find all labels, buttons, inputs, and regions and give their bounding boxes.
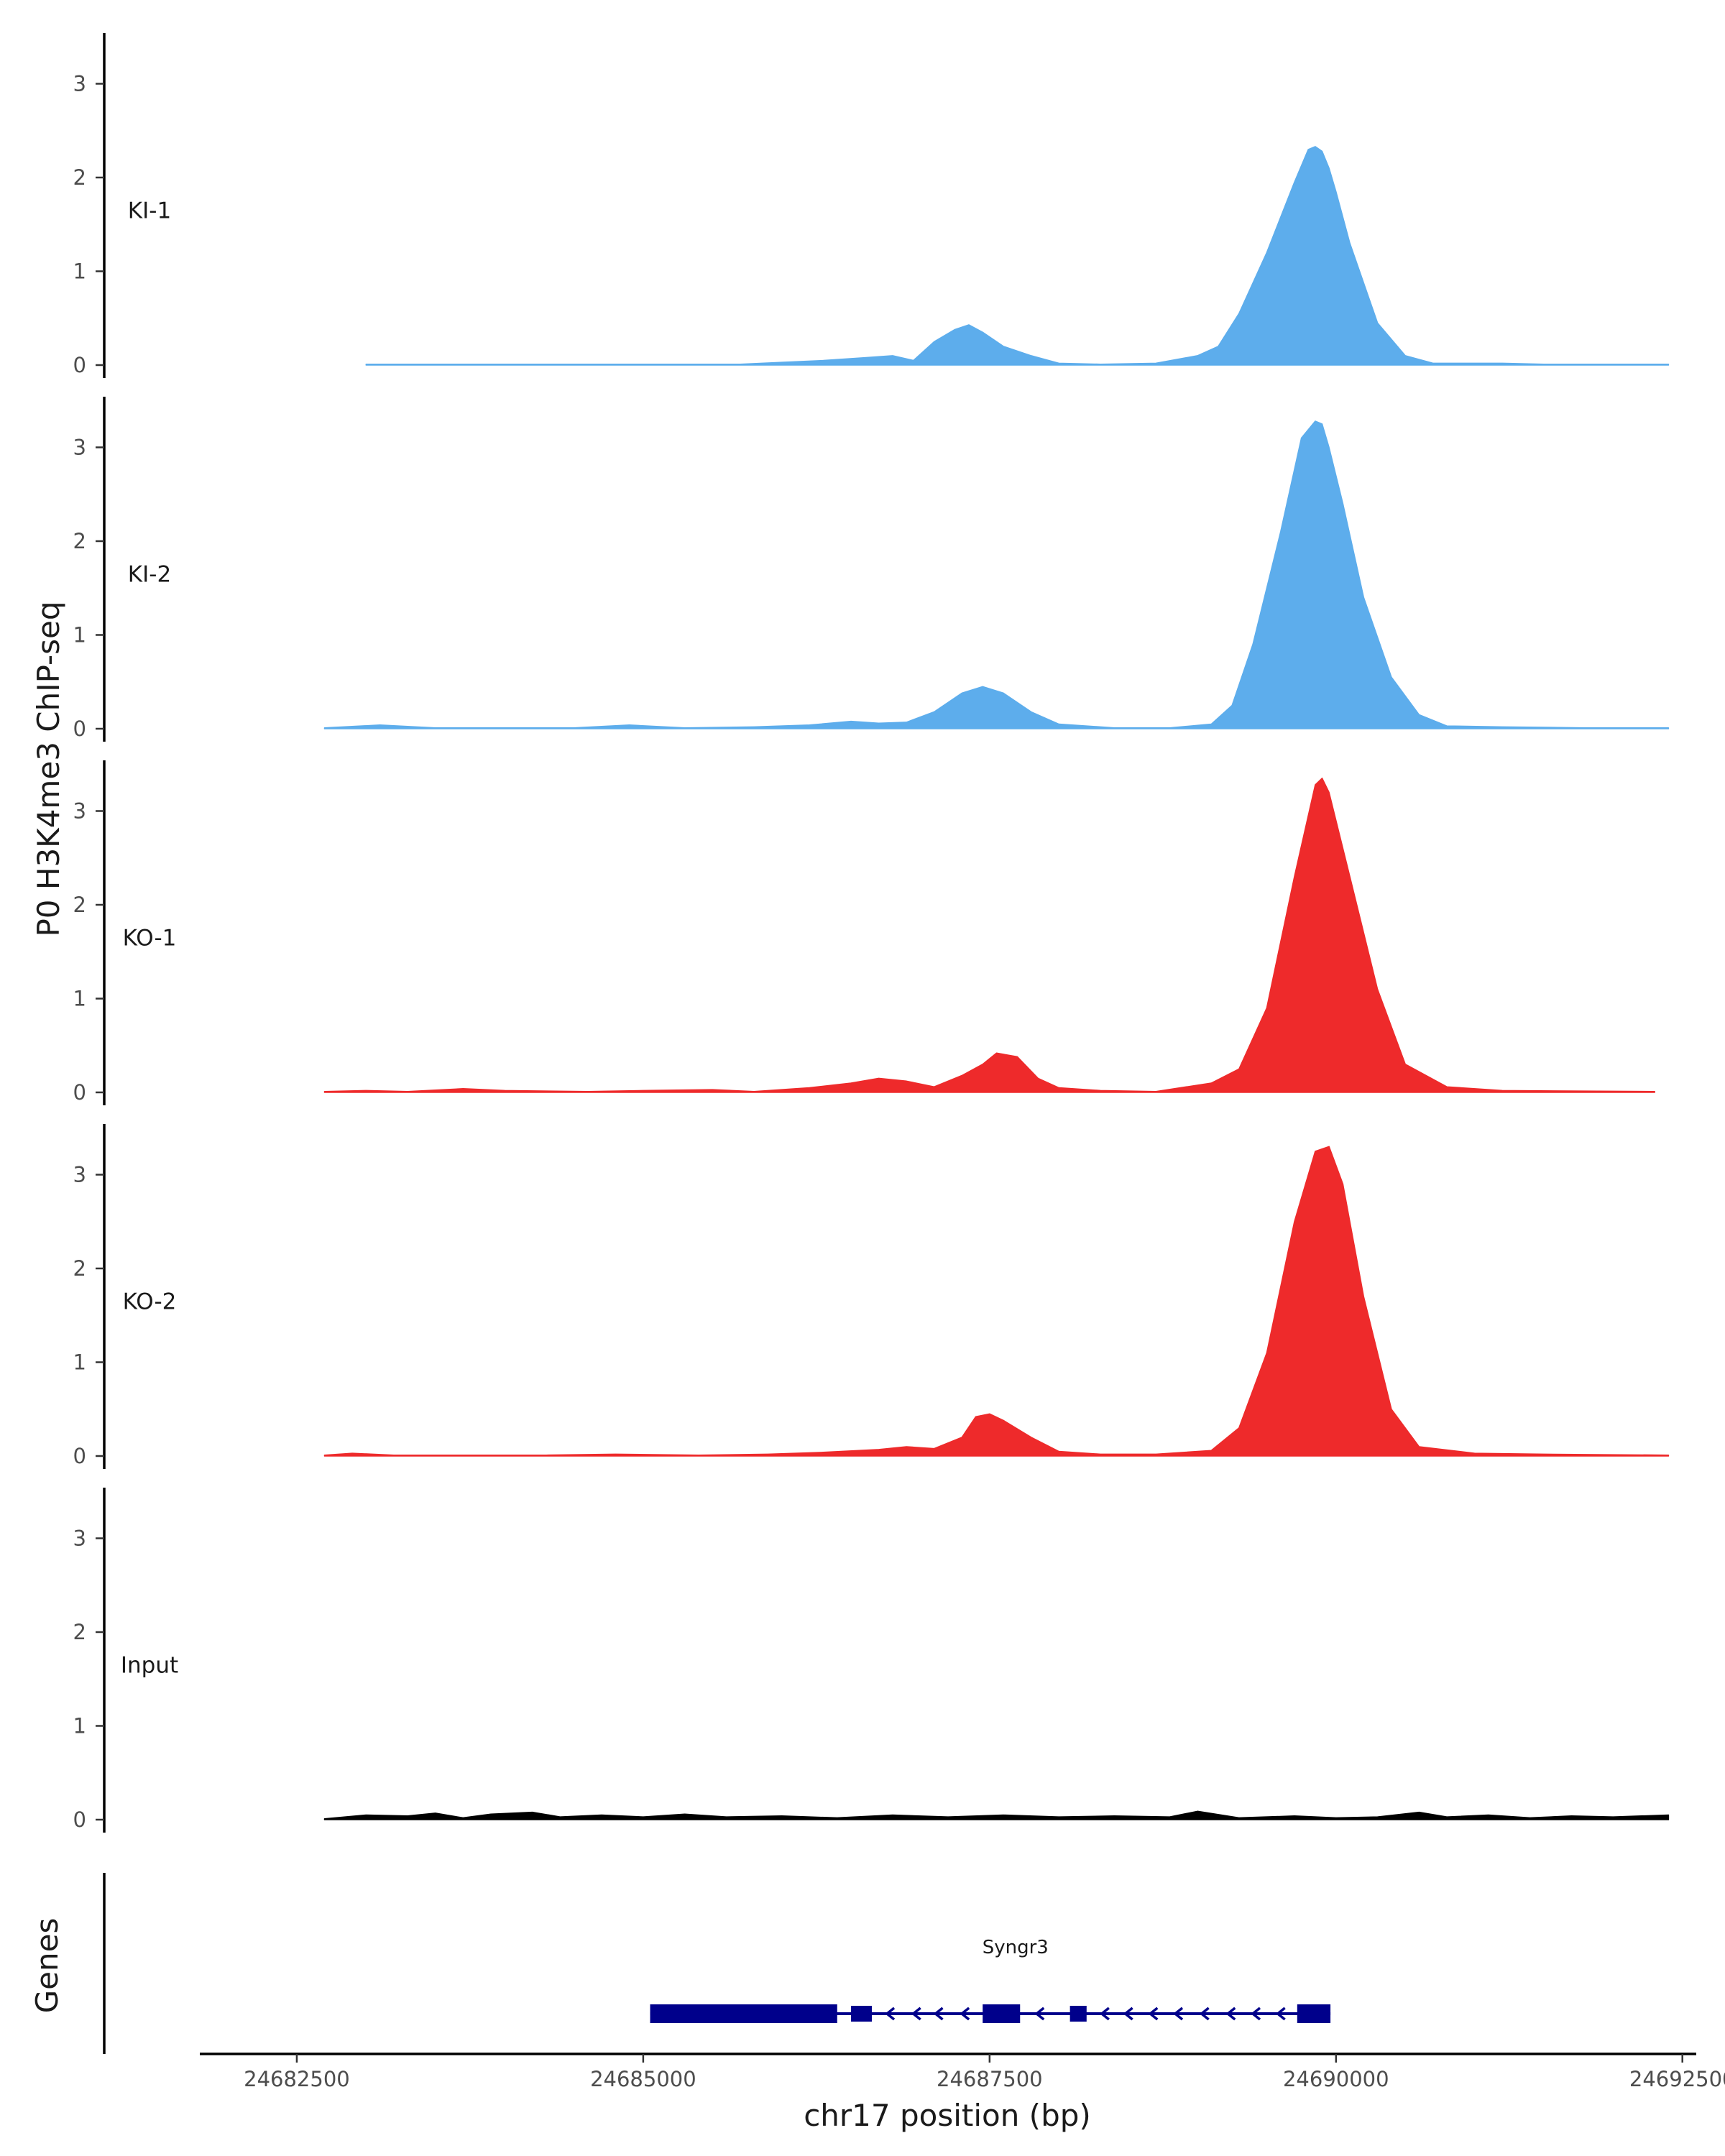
- coverage-area: [323, 1810, 1670, 1820]
- strand-arrow: [885, 2007, 896, 2021]
- y-tick-label: 2: [73, 1620, 86, 1644]
- track-ki-1: 0 1 2 3 KI-1: [73, 33, 1670, 378]
- y-tick-label: 0: [73, 353, 86, 377]
- x-tick-label: 24692500: [1629, 2067, 1725, 2091]
- strand-arrow: [1173, 2007, 1184, 2021]
- track-label: Input: [121, 1653, 178, 1679]
- y-tick-label: 0: [73, 1080, 86, 1105]
- y-axis-title: P0 H3K4me3 ChIP-seq: [31, 601, 66, 936]
- y-tick-label: 3: [73, 436, 86, 460]
- coverage-area: [323, 420, 1670, 729]
- y-tick-label: 1: [73, 1714, 86, 1738]
- y-tick-label: 3: [73, 72, 86, 96]
- track-label: KO-1: [123, 926, 177, 952]
- y-tick-label: 1: [73, 623, 86, 648]
- x-tick-label: 24685000: [590, 2067, 696, 2091]
- track-label: KI-2: [128, 562, 171, 588]
- strand-arrow: [1225, 2007, 1236, 2021]
- coverage-area: [323, 1146, 1670, 1457]
- gene-exon: [851, 2006, 872, 2022]
- y-tick-label: 2: [73, 1256, 86, 1281]
- gene-name-label: Syngr3: [983, 1937, 1049, 1958]
- coverage-area: [323, 778, 1655, 1093]
- x-axis: 24682500 24685000 24687500 24690000 24692500: [200, 2053, 1725, 2091]
- gene-exon: [983, 2004, 1021, 2023]
- strand-arrow: [1123, 2007, 1133, 2021]
- strand-arrow: [1199, 2007, 1210, 2021]
- track-label: KI-1: [128, 198, 171, 224]
- y-tick-label: 3: [73, 799, 86, 824]
- y-tick-label: 3: [73, 1526, 86, 1551]
- coverage-tracks: 0 1 2 3 KI-1 0 1 2 3 KI-2 0 1 2 3 KO-1 0 1 2 3 KO-2 0 1 2 3 Inpu…: [73, 33, 1670, 1833]
- y-tick-label: 2: [73, 529, 86, 553]
- x-tick-label: 24682500: [244, 2067, 350, 2091]
- x-tick-label: 24687500: [937, 2067, 1043, 2091]
- gene-exon: [1297, 2004, 1331, 2023]
- y-tick-label: 0: [73, 717, 86, 741]
- x-tick-label: 24690000: [1283, 2067, 1389, 2091]
- y-tick-label: 1: [73, 259, 86, 284]
- track-ko-2: 0 1 2 3 KO-2: [73, 1124, 1670, 1469]
- y-tick-label: 2: [73, 893, 86, 917]
- gene-panel: Syngr3: [103, 1873, 1331, 2054]
- genes-panel-title: Genes: [29, 1918, 65, 2014]
- y-tick-label: 1: [73, 1350, 86, 1375]
- y-tick-label: 3: [73, 1163, 86, 1187]
- y-tick-label: 0: [73, 1807, 86, 1832]
- strand-arrow: [1034, 2007, 1045, 2021]
- y-tick-label: 0: [73, 1444, 86, 1468]
- y-tick-label: 1: [73, 987, 86, 1011]
- y-tick-label: 2: [73, 165, 86, 190]
- track-ki-2: 0 1 2 3 KI-2: [73, 397, 1670, 742]
- track-label: KO-2: [123, 1289, 177, 1315]
- track-ko-1: 0 1 2 3 KO-1: [73, 760, 1655, 1105]
- track-input: 0 1 2 3 Input: [73, 1488, 1670, 1833]
- strand-arrow: [960, 2007, 970, 2021]
- coverage-area: [365, 146, 1670, 366]
- x-axis-title: chr17 position (bp): [804, 2098, 1091, 2133]
- strand-arrow: [1100, 2007, 1110, 2021]
- strand-arrow: [1251, 2007, 1261, 2021]
- strand-arrow: [1148, 2007, 1159, 2021]
- strand-arrow: [1275, 2007, 1286, 2021]
- strand-arrow: [933, 2007, 944, 2021]
- strand-arrow: [911, 2007, 921, 2021]
- gene-exon: [1070, 2006, 1087, 2022]
- gene-exon: [650, 2004, 837, 2023]
